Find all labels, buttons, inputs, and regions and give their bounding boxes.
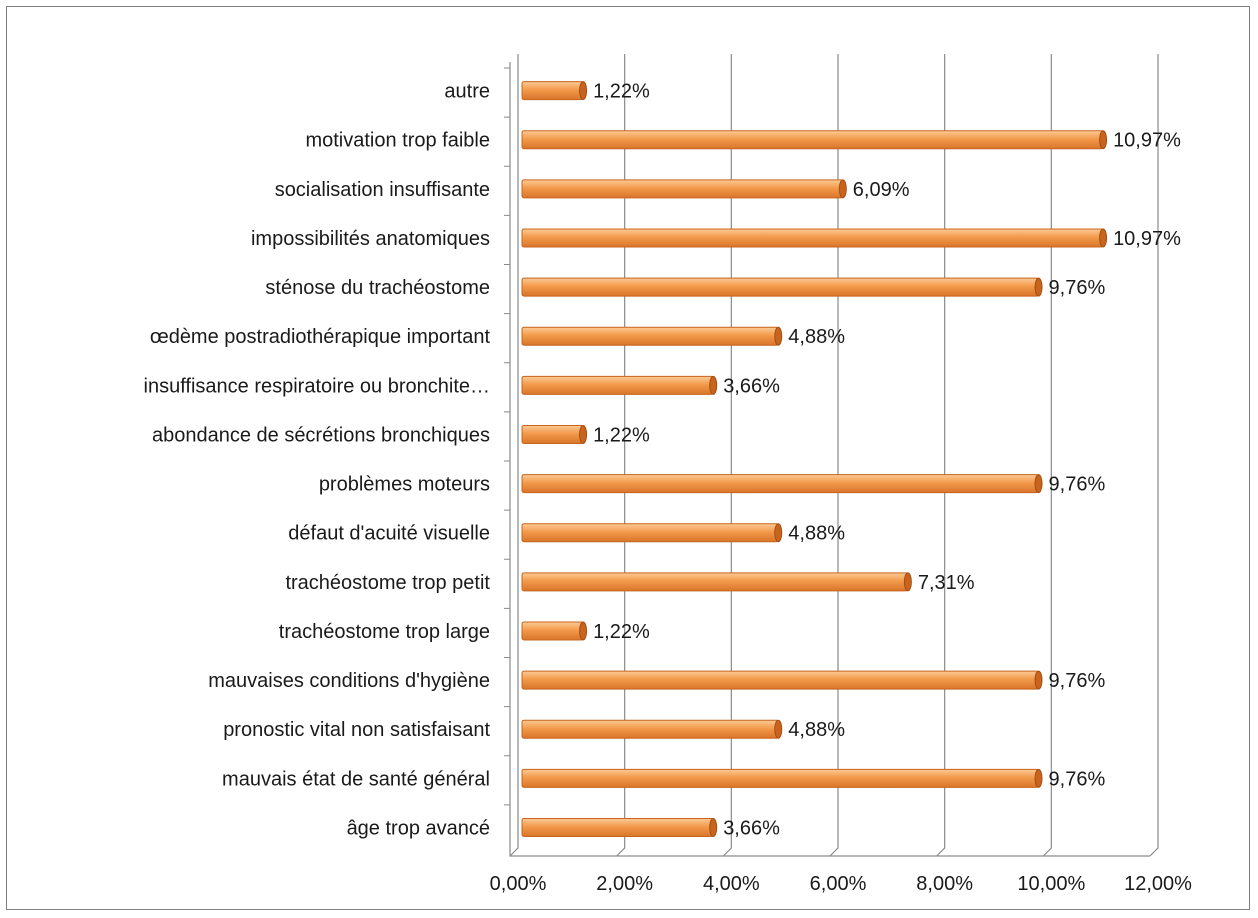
bar [521, 474, 1040, 494]
data-label: 9,76% [1049, 474, 1106, 496]
bar-end-cap [903, 572, 912, 592]
bar [521, 621, 584, 641]
data-label: 4,88% [788, 523, 845, 545]
bar-end-cap [1034, 277, 1043, 297]
category-label: mauvaises conditions d'hygiène [208, 670, 490, 692]
bar [521, 670, 1040, 690]
data-label: 1,22% [593, 81, 650, 103]
category-label: trachéostome trop large [279, 621, 490, 643]
bar-end-cap [1034, 670, 1043, 690]
axis-line [509, 62, 1150, 857]
category-label: œdème postradiothérapique important [150, 326, 491, 348]
x-tick-labels: 0,00% 2,00% 4,00% 6,00% 8,00% 10,00% 12,00% [490, 873, 1192, 895]
bar-end-cap [1034, 768, 1043, 788]
category-label: sténose du trachéostome [265, 277, 490, 299]
bar-end-cap [579, 621, 588, 641]
bar [521, 228, 1104, 248]
data-label: 7,31% [918, 572, 975, 594]
bar-end-cap [1034, 474, 1043, 494]
gridline [616, 54, 626, 857]
bar-end-cap [579, 424, 588, 444]
bar-end-cap [1099, 228, 1108, 248]
category-label: problèmes moteurs [319, 474, 490, 496]
category-label: mauvais état de santé général [222, 768, 490, 790]
bar [521, 523, 779, 543]
category-label: pronostic vital non satisfaisant [223, 719, 490, 741]
category-label: insuffisance respiratoire ou bronchite… [144, 375, 490, 397]
bar [521, 179, 844, 199]
x-tick-label: 8,00% [916, 873, 973, 895]
bar-end-cap [774, 719, 783, 739]
x-tick-label: 2,00% [596, 873, 653, 895]
bar-end-cap [774, 326, 783, 346]
bar [521, 424, 584, 444]
axes [504, 62, 1150, 857]
x-tick-label: 6,00% [810, 873, 867, 895]
gridline [722, 54, 732, 857]
data-label: 9,76% [1049, 670, 1106, 692]
bar [521, 375, 714, 395]
x-tick-label: 0,00% [490, 873, 547, 895]
gridline [1149, 54, 1159, 857]
bar [521, 768, 1040, 788]
data-label: 10,97% [1113, 228, 1181, 250]
gridline [1042, 54, 1052, 857]
x-tick-label: 12,00% [1124, 873, 1192, 895]
x-tick-label: 10,00% [1017, 873, 1085, 895]
category-label: socialisation insuffisante [275, 179, 490, 201]
data-label: 1,22% [593, 424, 650, 446]
bar [521, 277, 1040, 297]
data-label: 6,09% [853, 179, 910, 201]
category-label: âge trop avancé [347, 817, 490, 839]
bar-end-cap [709, 375, 718, 395]
data-label: 1,22% [593, 621, 650, 643]
bar-end-cap [1099, 130, 1108, 150]
category-labels: autre motivation trop faible socialisation… [144, 81, 491, 840]
data-label: 10,97% [1113, 130, 1181, 152]
gridlines [509, 54, 1159, 857]
category-label: autre [444, 81, 490, 103]
bar [521, 817, 714, 837]
bar [521, 130, 1104, 150]
data-label: 4,88% [788, 719, 845, 741]
bar-end-cap [579, 81, 588, 101]
bar [521, 572, 909, 592]
bar-end-cap [709, 817, 718, 837]
data-labels: 1,22% 10,97% 6,09% 10,97% 9,76% 4,88% 3,66% 1,2… [593, 81, 1181, 840]
category-label: impossibilités anatomiques [251, 228, 490, 250]
gridline [509, 54, 519, 857]
gridline [936, 54, 946, 857]
chart-frame [6, 6, 1250, 910]
category-label: abondance de sécrétions bronchiques [152, 424, 490, 446]
data-label: 4,88% [788, 326, 845, 348]
gridline [829, 54, 839, 857]
bar [521, 326, 779, 346]
bar [521, 81, 584, 101]
category-label: motivation trop faible [305, 130, 490, 152]
bar-end-cap [774, 523, 783, 543]
category-label: défaut d'acuité visuelle [288, 523, 490, 545]
bar [521, 719, 779, 739]
bar-end-cap [838, 179, 847, 199]
data-label: 3,66% [723, 375, 780, 397]
data-label: 9,76% [1049, 277, 1106, 299]
category-label: trachéostome trop petit [285, 572, 490, 594]
x-tick-label: 4,00% [703, 873, 760, 895]
data-label: 9,76% [1049, 768, 1106, 790]
data-label: 3,66% [723, 817, 780, 839]
bars [521, 81, 1108, 837]
